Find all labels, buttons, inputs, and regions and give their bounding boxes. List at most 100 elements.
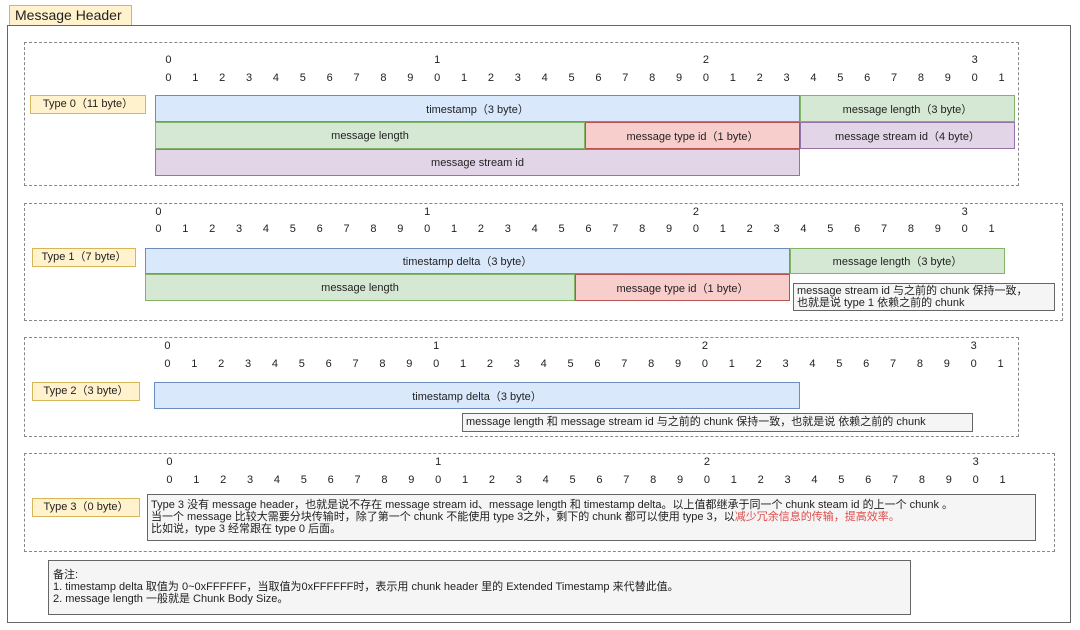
- bit-unit-label: 5: [567, 358, 574, 370]
- remarks-line1: 1. timestamp delta 取值为 0~0xFFFFFF，当取值为0x…: [53, 581, 679, 593]
- bit-unit-label: 0: [702, 72, 709, 84]
- bit-unit-label: 9: [676, 72, 683, 84]
- bit-unit-label: 6: [325, 358, 332, 370]
- bit-unit-label: 1: [182, 223, 189, 235]
- bit-unit-label: 3: [514, 72, 521, 84]
- bit-unit-label: 0: [166, 474, 173, 486]
- bit-unit-label: 5: [298, 358, 305, 370]
- bit-unit-label: 0: [155, 223, 162, 235]
- bit-unit-label: 2: [219, 72, 226, 84]
- bit-unit-label: 0: [701, 358, 708, 370]
- type3-section: [24, 453, 1055, 552]
- bit-unit-label: 7: [891, 72, 898, 84]
- bit-tens-label: 0: [165, 54, 172, 66]
- bit-unit-label: 8: [648, 358, 655, 370]
- bit-unit-label: 9: [407, 72, 414, 84]
- bit-unit-label: 1: [461, 72, 468, 84]
- type2-label: Type 2（3 byte）: [32, 382, 140, 401]
- bit-unit-label: 1: [988, 223, 995, 235]
- bit-unit-label: 0: [435, 474, 442, 486]
- type3-note-line1: Type 3 没有 message header，也就是说不存在 message…: [151, 499, 954, 511]
- bit-unit-label: 5: [569, 474, 576, 486]
- type2-section: [24, 337, 1019, 437]
- bit-tens-label: 2: [701, 340, 708, 352]
- bit-unit-label: 1: [730, 474, 737, 486]
- bit-tens-label: 1: [435, 456, 442, 468]
- bit-unit-label: 4: [273, 474, 280, 486]
- type3-note-line2-text: 当一个 message 比较大需要分块传输时，除了第一个 chunk 不能使用 …: [151, 511, 735, 523]
- bit-unit-label: 1: [728, 358, 735, 370]
- bit-unit-label: 3: [783, 72, 790, 84]
- type0-label: Type 0（11 byte）: [30, 95, 146, 114]
- bit-unit-label: 0: [970, 358, 977, 370]
- bit-unit-label: 4: [810, 72, 817, 84]
- type1-timestamp-delta-field: timestamp delta（3 byte）: [145, 248, 790, 274]
- bit-unit-label: 3: [247, 474, 254, 486]
- bit-unit-label: 4: [540, 358, 547, 370]
- bit-unit-label: 4: [811, 474, 818, 486]
- bit-unit-label: 7: [352, 358, 359, 370]
- bit-unit-label: 0: [972, 474, 979, 486]
- bit-unit-label: 7: [354, 474, 361, 486]
- bit-unit-label: 5: [568, 72, 575, 84]
- bit-unit-label: 9: [397, 223, 404, 235]
- bit-unit-label: 8: [916, 358, 923, 370]
- bit-unit-label: 4: [271, 358, 278, 370]
- bit-unit-label: 9: [666, 223, 673, 235]
- bit-tens-label: 1: [424, 206, 431, 218]
- bit-unit-label: 2: [218, 358, 225, 370]
- type2-note: message length 和 message stream id 与之前的 …: [462, 413, 973, 432]
- bit-unit-label: 0: [165, 72, 172, 84]
- bit-unit-label: 6: [326, 72, 333, 84]
- type0-message-stream-id-field: message stream id（4 byte）: [800, 122, 1015, 149]
- bit-unit-label: 8: [639, 223, 646, 235]
- bit-unit-label: 4: [800, 223, 807, 235]
- type1-note-line1: message stream id 与之前的 chunk 保持一致，: [797, 285, 1028, 297]
- bit-unit-label: 1: [998, 72, 1005, 84]
- bit-unit-label: 6: [585, 223, 592, 235]
- bit-unit-label: 9: [408, 474, 415, 486]
- bit-unit-label: 2: [477, 223, 484, 235]
- bit-unit-label: 1: [462, 474, 469, 486]
- bit-unit-label: 8: [649, 72, 656, 84]
- bit-unit-label: 2: [746, 223, 753, 235]
- bit-unit-label: 8: [381, 474, 388, 486]
- type2-timestamp-delta-field: timestamp delta（3 byte）: [154, 382, 800, 409]
- bit-unit-label: 3: [246, 72, 253, 84]
- type3-label: Type 3（0 byte）: [32, 498, 140, 517]
- bit-unit-label: 0: [424, 223, 431, 235]
- bit-unit-label: 9: [675, 358, 682, 370]
- bit-unit-label: 0: [164, 358, 171, 370]
- diagram-frame: [7, 25, 1071, 623]
- type3-note-line3: 比如说，type 3 经常跟在 type 0 后面。: [151, 523, 342, 535]
- type3-note-line2: 当一个 message 比较大需要分块传输时，除了第一个 chunk 不能使用 …: [151, 511, 1032, 523]
- bit-unit-label: 4: [542, 474, 549, 486]
- bit-unit-label: 6: [863, 358, 870, 370]
- bit-unit-label: 7: [353, 72, 360, 84]
- bit-unit-label: 6: [594, 358, 601, 370]
- type0-timestamp-field: timestamp（3 byte）: [155, 95, 800, 122]
- bit-unit-label: 3: [784, 474, 791, 486]
- bit-unit-label: 1: [729, 72, 736, 84]
- type3-note: Type 3 没有 message header，也就是说不存在 message…: [147, 494, 1036, 541]
- bit-tens-label: 0: [166, 456, 173, 468]
- type1-note: message stream id 与之前的 chunk 保持一致， 也就是说 …: [793, 283, 1055, 311]
- bit-unit-label: 1: [719, 223, 726, 235]
- bit-unit-label: 0: [434, 72, 441, 84]
- bit-unit-label: 2: [755, 358, 762, 370]
- bit-unit-label: 5: [838, 474, 845, 486]
- type1-message-length-field: message length（3 byte）: [790, 248, 1005, 274]
- type1-message-type-id-field: message type id（1 byte）: [575, 274, 790, 301]
- bit-unit-label: 4: [272, 72, 279, 84]
- bit-tens-label: 0: [164, 340, 171, 352]
- bit-unit-label: 9: [677, 474, 684, 486]
- bit-unit-label: 5: [289, 223, 296, 235]
- bit-tens-label: 0: [155, 206, 162, 218]
- bit-unit-label: 3: [245, 358, 252, 370]
- message-header-title: Message Header: [9, 5, 132, 26]
- bit-unit-label: 2: [757, 474, 764, 486]
- bit-unit-label: 3: [515, 474, 522, 486]
- bit-unit-label: 9: [934, 223, 941, 235]
- bit-tens-label: 2: [692, 206, 699, 218]
- bit-unit-label: 7: [890, 358, 897, 370]
